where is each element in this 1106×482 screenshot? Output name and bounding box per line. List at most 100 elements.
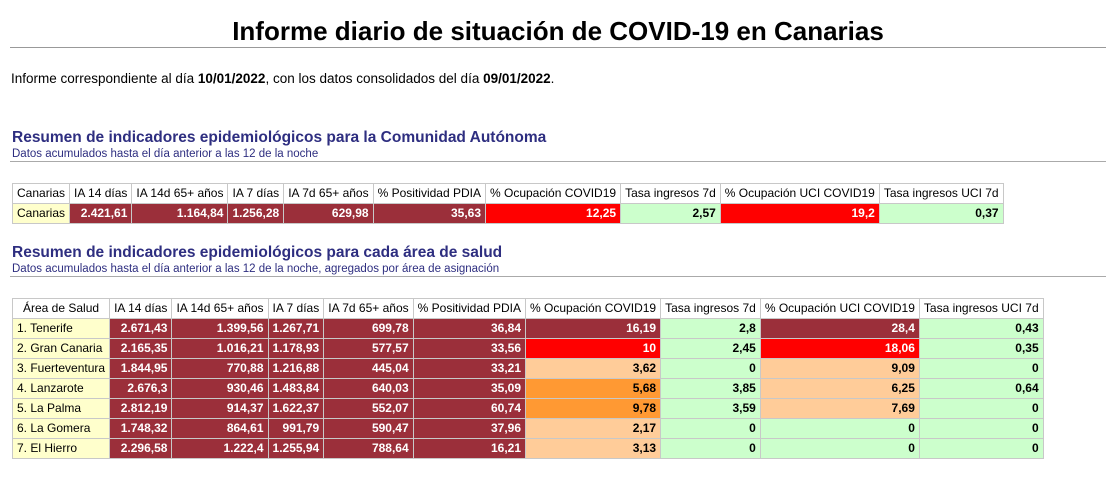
region-summary-table: Canarias IA 14 días IA 14d 65+ años IA 7 dí… xyxy=(11,183,1004,224)
cell-ia-7d-65-anos: 445,04 xyxy=(323,358,414,379)
row-label: Canarias xyxy=(11,203,71,224)
cell-ocupacion-uci-covid19: 9,09 xyxy=(759,358,920,379)
cell-tasa-ingresos-7d: 3,59 xyxy=(660,398,761,419)
section1-title: Resumen de indicadores epidemiológicos p… xyxy=(12,129,547,146)
cell-ocupacion-covid19: 12,25 xyxy=(484,203,622,224)
cell-positividad-pdia: 16,21 xyxy=(412,438,527,459)
cell-ia-7-dias: 1.216,88 xyxy=(267,358,325,379)
cell-ia-14-dias: 1.844,95 xyxy=(109,358,173,379)
cell-ocupacion-uci-covid19: 28,4 xyxy=(759,318,920,339)
table-row: 3. Fuerteventura 1.844,95 770,88 1.216,88 44… xyxy=(11,358,1044,379)
cell-ocupacion-covid19: 9,78 xyxy=(525,398,662,419)
cell-ocupacion-uci-covid19: 0 xyxy=(759,438,920,459)
cell-tasa-ingresos-7d: 2,57 xyxy=(620,203,721,224)
cell-ia-7-dias: 1.178,93 xyxy=(267,338,325,359)
cell-ocupacion-covid19: 10 xyxy=(525,338,662,359)
data-date: 09/01/2022 xyxy=(483,71,551,86)
cell-ocupacion-uci-covid19: 6,25 xyxy=(759,378,920,399)
column-header-tasa-ingresos-uci-7d: Tasa ingresos UCI 7d xyxy=(878,183,1004,204)
cell-ia-14-dias: 2.676,3 xyxy=(109,378,173,399)
cell-tasa-ingresos-7d: 3,85 xyxy=(660,378,761,399)
cell-tasa-ingresos-uci-7d: 0,43 xyxy=(918,318,1044,339)
table-row: 7. El Hierro 2.296,58 1.222,4 1.255,94 788,6… xyxy=(11,438,1044,459)
section2-title: Resumen de indicadores epidemiológicos p… xyxy=(12,244,503,261)
page-title: Informe diario de situación de COVID-19 … xyxy=(232,16,884,46)
row-label: 3. Fuerteventura xyxy=(11,358,111,379)
column-header-tasa-ingresos-7d: Tasa ingresos 7d xyxy=(660,298,761,319)
cell-tasa-ingresos-uci-7d: 0,37 xyxy=(878,203,1004,224)
cell-positividad-pdia: 36,84 xyxy=(412,318,527,339)
cell-ia-7-dias: 1.267,71 xyxy=(267,318,325,339)
cell-ocupacion-covid19: 16,19 xyxy=(525,318,662,339)
cell-ia-14d-65-anos: 1.222,4 xyxy=(171,438,269,459)
row-label: 6. La Gomera xyxy=(11,418,111,439)
cell-positividad-pdia: 33,56 xyxy=(412,338,527,359)
cell-tasa-ingresos-uci-7d: 0 xyxy=(918,418,1044,439)
area-header-row: Área de Salud IA 14 días IA 14d 65+ años IA… xyxy=(11,298,1044,319)
cell-ia-14d-65-anos: 1.016,21 xyxy=(171,338,269,359)
cell-tasa-ingresos-7d: 0 xyxy=(660,418,761,439)
cell-ia-14-dias: 2.296,58 xyxy=(109,438,173,459)
column-header-positividad-pdia: % Positividad PDIA xyxy=(372,183,487,204)
cell-ocupacion-covid19: 3,13 xyxy=(525,438,662,459)
cell-tasa-ingresos-7d: 2,8 xyxy=(660,318,761,339)
cell-tasa-ingresos-uci-7d: 0,64 xyxy=(918,378,1044,399)
cell-positividad-pdia: 37,96 xyxy=(412,418,527,439)
column-header-ia-7d-65-anos: IA 7d 65+ años xyxy=(323,298,414,319)
table-row: 1. Tenerife 2.671,43 1.399,56 1.267,71 699,7… xyxy=(11,318,1044,339)
column-header-area-de-salud: Área de Salud xyxy=(11,298,111,319)
cell-ia-14d-65-anos: 1.164,84 xyxy=(131,203,229,224)
cell-ia-14-dias: 2.671,43 xyxy=(109,318,173,339)
cell-tasa-ingresos-uci-7d: 0 xyxy=(918,358,1044,379)
column-header-ia-14-dias: IA 14 días xyxy=(109,298,173,319)
cell-ia-7d-65-anos: 788,64 xyxy=(323,438,414,459)
health-area-table: Área de Salud IA 14 días IA 14d 65+ años IA… xyxy=(11,298,1044,459)
cell-positividad-pdia: 33,21 xyxy=(412,358,527,379)
cell-ocupacion-uci-covid19: 7,69 xyxy=(759,398,920,419)
cell-ia-7-dias: 1.622,37 xyxy=(267,398,325,419)
cell-ia-7-dias: 1.483,84 xyxy=(267,378,325,399)
intro-middle: , con los datos consolidados del día xyxy=(265,71,484,86)
cell-ia-7d-65-anos: 590,47 xyxy=(323,418,414,439)
cell-ia-7d-65-anos: 577,57 xyxy=(323,338,414,359)
cell-tasa-ingresos-uci-7d: 0 xyxy=(918,438,1044,459)
region-header-row: Canarias IA 14 días IA 14d 65+ años IA 7 dí… xyxy=(11,183,1004,204)
column-header-ia-14d-65-anos: IA 14d 65+ años xyxy=(131,183,229,204)
row-label: 2. Gran Canaria xyxy=(11,338,111,359)
table-row: 4. Lanzarote 2.676,3 930,46 1.483,84 640,03 3… xyxy=(11,378,1044,399)
table-row: 6. La Gomera 1.748,32 864,61 991,79 590,47 37… xyxy=(11,418,1044,439)
cell-ia-7-dias: 1.255,94 xyxy=(267,438,325,459)
cell-ocupacion-covid19: 5,68 xyxy=(525,378,662,399)
column-header-ocupacion-uci-covid19: % Ocupación UCI COVID19 xyxy=(719,183,880,204)
cell-positividad-pdia: 60,74 xyxy=(412,398,527,419)
region-data-row: Canarias 2.421,61 1.164,84 1.256,28 629,98 35… xyxy=(11,203,1004,224)
cell-tasa-ingresos-7d: 2,45 xyxy=(660,338,761,359)
column-header-canarias: Canarias xyxy=(11,183,71,204)
table-row: 2. Gran Canaria 2.165,35 1.016,21 1.178,93 5… xyxy=(11,338,1044,359)
section1-subtitle: Datos acumulados hasta el día anterior a… xyxy=(12,148,319,160)
cell-positividad-pdia: 35,63 xyxy=(372,203,487,224)
cell-ocupacion-uci-covid19: 19,2 xyxy=(719,203,880,224)
cell-ia-7d-65-anos: 640,03 xyxy=(323,378,414,399)
column-header-tasa-ingresos-uci-7d: Tasa ingresos UCI 7d xyxy=(918,298,1044,319)
intro-suffix: . xyxy=(550,71,555,86)
cell-tasa-ingresos-7d: 0 xyxy=(660,438,761,459)
cell-ia-14d-65-anos: 914,37 xyxy=(171,398,269,419)
cell-ia-7d-65-anos: 629,98 xyxy=(283,203,374,224)
cell-tasa-ingresos-7d: 0 xyxy=(660,358,761,379)
column-header-ia-7-dias: IA 7 días xyxy=(267,298,325,319)
cell-ia-7d-65-anos: 552,07 xyxy=(323,398,414,419)
row-label: 4. Lanzarote xyxy=(11,378,111,399)
column-header-ia-7-dias: IA 7 días xyxy=(227,183,285,204)
row-label: 7. El Hierro xyxy=(11,438,111,459)
cell-ocupacion-uci-covid19: 18,06 xyxy=(759,338,920,359)
cell-ia-7-dias: 1.256,28 xyxy=(227,203,285,224)
section1-divider xyxy=(10,161,1106,162)
cell-ia-14d-65-anos: 864,61 xyxy=(171,418,269,439)
cell-ia-14-dias: 2.812,19 xyxy=(109,398,173,419)
row-label: 5. La Palma xyxy=(11,398,111,419)
column-header-tasa-ingresos-7d: Tasa ingresos 7d xyxy=(620,183,721,204)
cell-ia-14d-65-anos: 930,46 xyxy=(171,378,269,399)
cell-ia-7d-65-anos: 699,78 xyxy=(323,318,414,339)
cell-positividad-pdia: 35,09 xyxy=(412,378,527,399)
